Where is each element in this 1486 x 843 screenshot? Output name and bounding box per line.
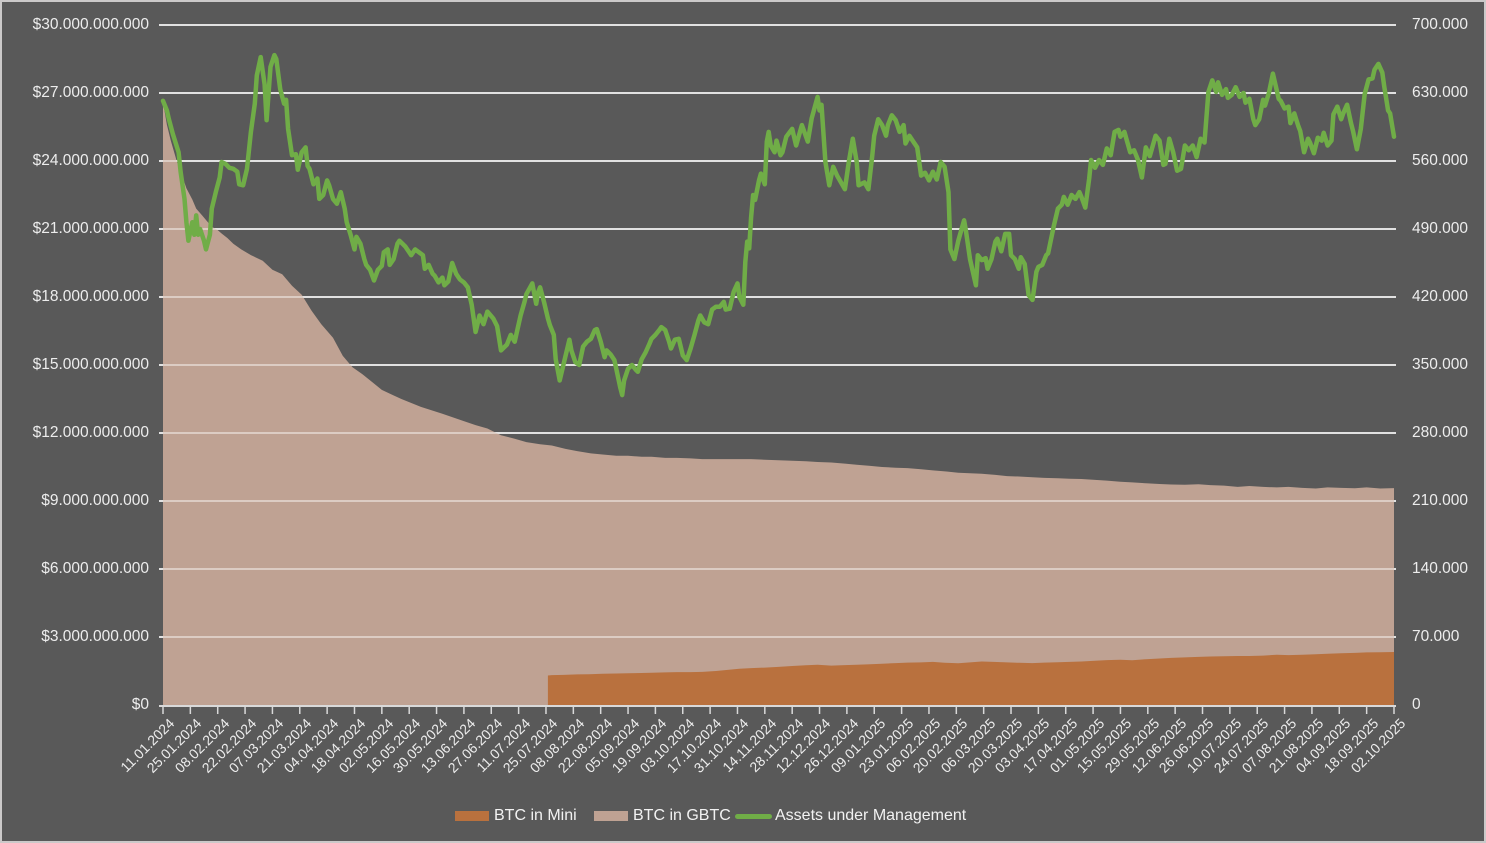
- y-axis-left-label: $18.000.000.000: [32, 288, 149, 305]
- series-area-btc-in-gbtc: [163, 102, 1394, 706]
- y-axis-right-label: 140.000: [1412, 560, 1469, 577]
- y-axis-right-label: 350.000: [1412, 356, 1469, 373]
- y-axis-left-label: $21.000.000.000: [32, 220, 149, 237]
- legend-item-btc-in-mini: BTC in Mini: [455, 806, 577, 826]
- legend-line-swatch: [735, 813, 772, 819]
- y-axis-right-label: 0: [1412, 696, 1421, 713]
- legend-label: Assets under Management: [775, 807, 967, 824]
- series-area-btc-in-mini: [547, 652, 1394, 705]
- series-line-assets-under-management: [160, 52, 1397, 398]
- y-axis-right-label: 560.000: [1412, 152, 1469, 169]
- y-axis-right-label: 280.000: [1412, 424, 1469, 441]
- y-axis-left-label: $3.000.000.000: [41, 628, 149, 645]
- legend-box-swatch: [594, 811, 628, 821]
- y-axis-right-label: 420.000: [1412, 288, 1469, 305]
- y-axis-right-label: 490.000: [1412, 220, 1469, 237]
- legend-box-swatch: [455, 811, 489, 821]
- y-axis-left-label: $27.000.000.000: [32, 84, 149, 101]
- legend-item-assets-under-management: Assets under Management: [735, 806, 966, 826]
- y-axis-left-label: $0: [131, 696, 149, 713]
- legend-item-btc-in-gbtc: BTC in GBTC: [594, 806, 731, 826]
- y-axis-left-label: $6.000.000.000: [41, 560, 149, 577]
- legend-label: BTC in Mini: [494, 807, 577, 824]
- y-axis-right-label: 700.000: [1412, 16, 1469, 33]
- y-axis-left-label: $15.000.000.000: [32, 356, 149, 373]
- y-axis-right-label: 70.000: [1412, 628, 1460, 645]
- y-axis-left-label: $12.000.000.000: [32, 424, 149, 441]
- y-axis-left-label: $30.000.000.000: [32, 16, 149, 33]
- y-axis-right-label: 210.000: [1412, 492, 1469, 509]
- y-axis-left-label: $9.000.000.000: [41, 492, 149, 509]
- y-axis-left-label: $24.000.000.000: [32, 152, 149, 169]
- legend-label: BTC in GBTC: [633, 807, 731, 824]
- y-axis-right-label: 630.000: [1412, 84, 1469, 101]
